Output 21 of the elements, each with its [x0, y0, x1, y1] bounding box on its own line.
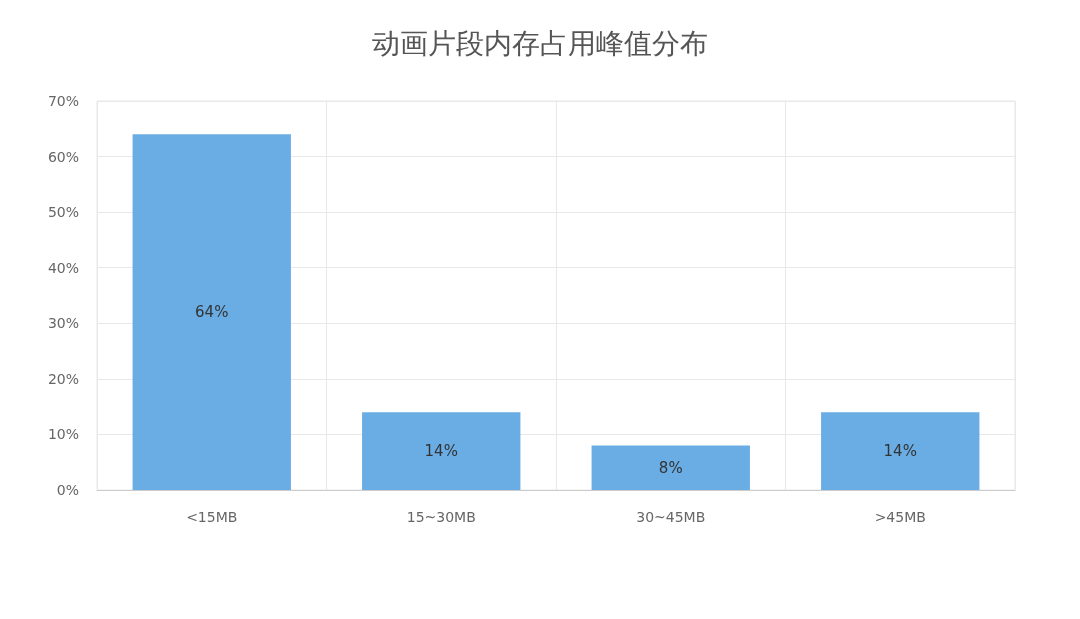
y-tick-label: 60%: [47, 148, 79, 165]
bar: [362, 412, 521, 490]
y-tick-label: 70%: [47, 93, 79, 109]
chart-title: 动画片段内存占用峰值分布: [372, 26, 708, 60]
x-tick-label: >45MB: [874, 509, 926, 525]
bar: [591, 445, 750, 490]
bar: [132, 134, 291, 490]
data-label: 64%: [195, 303, 229, 322]
x-tick-label: 30~45MB: [636, 509, 706, 525]
y-tick-label: 40%: [47, 259, 79, 276]
bar: [821, 412, 980, 490]
y-tick-label: 10%: [47, 426, 79, 443]
x-tick-label: 15~30MB: [406, 509, 476, 525]
data-label: 8%: [658, 458, 683, 477]
y-tick-label: 50%: [47, 204, 79, 221]
data-label: 14%: [883, 442, 917, 461]
y-tick-label: 20%: [47, 370, 79, 387]
x-tick-label: <15MB: [186, 509, 238, 525]
y-tick-label: 0%: [56, 482, 79, 498]
data-label: 14%: [424, 442, 458, 461]
y-tick-label: 30%: [47, 315, 79, 332]
